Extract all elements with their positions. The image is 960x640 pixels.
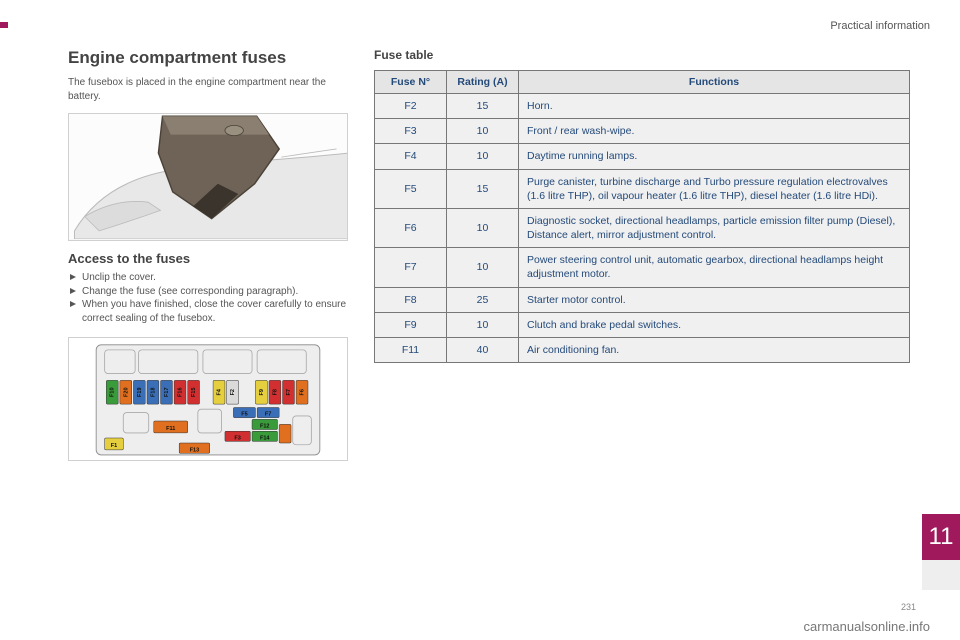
fuse-label: F4 [216, 388, 222, 395]
cell-rating: 10 [447, 312, 519, 337]
cell-function: Daytime running lamps. [519, 144, 910, 169]
table-header-row: Fuse N° Rating (A) Functions [375, 71, 910, 94]
cell-rating: 10 [447, 144, 519, 169]
cell-function: Clutch and brake pedal switches. [519, 312, 910, 337]
table-row: F215Horn. [375, 94, 910, 119]
step-item: When you have finished, close the cover … [68, 298, 348, 325]
fuse-label: F7 [286, 389, 292, 395]
fuse-table: Fuse N° Rating (A) Functions F215Horn.F3… [374, 70, 910, 363]
table-row: F1140Air conditioning fan. [375, 337, 910, 362]
chapter-tab-shadow [922, 560, 960, 590]
cell-function: Air conditioning fan. [519, 337, 910, 362]
fuse-label: F5 [241, 412, 247, 418]
table-row: F515Purge canister, turbine discharge an… [375, 169, 910, 208]
cell-fuse-no: F4 [375, 144, 447, 169]
page-title: Engine compartment fuses [68, 48, 348, 68]
cell-fuse-no: F3 [375, 119, 447, 144]
cell-function: Starter motor control. [519, 287, 910, 312]
table-row: F310Front / rear wash-wipe. [375, 119, 910, 144]
cell-rating: 10 [447, 208, 519, 247]
step-item: Change the fuse (see corresponding parag… [68, 285, 348, 299]
cell-rating: 15 [447, 94, 519, 119]
fuse-label: F19 [137, 387, 143, 396]
fuse-label: F2 [230, 389, 236, 395]
fuse-label: F9 [259, 389, 265, 395]
fuse-label: F14 [260, 435, 270, 441]
cell-function: Power steering control unit, automatic g… [519, 248, 910, 287]
cell-rating: 40 [447, 337, 519, 362]
cell-function: Diagnostic socket, directional headlamps… [519, 208, 910, 247]
th-rating: Rating (A) [447, 71, 519, 94]
step-item: Unclip the cover. [68, 271, 348, 285]
fuse-label: F12 [260, 424, 269, 430]
fuse-label: F8 [272, 389, 278, 395]
right-column: Fuse table Fuse N° Rating (A) Functions … [374, 48, 910, 620]
cell-fuse-no: F11 [375, 337, 447, 362]
fuse-label: F15 [191, 387, 197, 396]
fuse-label: F7 [265, 412, 271, 418]
cell-rating: 25 [447, 287, 519, 312]
table-row: F710Power steering control unit, automat… [375, 248, 910, 287]
table-row: F910Clutch and brake pedal switches. [375, 312, 910, 337]
cell-fuse-no: F6 [375, 208, 447, 247]
table-row: F825Starter motor control. [375, 287, 910, 312]
cell-rating: 10 [447, 248, 519, 287]
fuse-box [279, 424, 291, 443]
fuse-label: F18 [150, 387, 156, 396]
table-title: Fuse table [374, 48, 910, 62]
left-column: Engine compartment fuses The fusebox is … [68, 48, 348, 620]
intro-text: The fusebox is placed in the engine comp… [68, 76, 348, 103]
th-functions: Functions [519, 71, 910, 94]
page-number: 231 [901, 602, 916, 612]
fuse-label: F3 [234, 435, 240, 441]
cell-rating: 15 [447, 169, 519, 208]
fuse-label: F11 [166, 426, 175, 432]
fuse-label: F13 [190, 447, 199, 453]
fuse-label: F6 [299, 389, 305, 395]
engine-compartment-image [68, 113, 348, 241]
fuse-label: F10 [110, 387, 116, 396]
fuse-layout-svg: F10 F20 F19 F18 F17 F16 F15 F4 F2 F9 F8 F7 F6 F5 F7 F12… [69, 338, 347, 460]
access-heading: Access to the fuses [68, 251, 348, 266]
accent-bar [0, 22, 8, 28]
steps-list: Unclip the cover. Change the fuse (see c… [68, 271, 348, 325]
cell-rating: 10 [447, 119, 519, 144]
fuse-label: F17 [164, 387, 170, 396]
cell-function: Horn. [519, 94, 910, 119]
header-section-label: Practical information [830, 20, 930, 32]
table-row: F610Diagnostic socket, directional headl… [375, 208, 910, 247]
cell-function: Purge canister, turbine discharge and Tu… [519, 169, 910, 208]
footer-watermark: carmanualsonline.info [804, 619, 930, 634]
cell-fuse-no: F5 [375, 169, 447, 208]
cell-fuse-no: F7 [375, 248, 447, 287]
cell-function: Front / rear wash-wipe. [519, 119, 910, 144]
chapter-tab: 11 [922, 514, 960, 560]
cell-fuse-no: F8 [375, 287, 447, 312]
fuse-label: F1 [111, 443, 117, 449]
engine-illustration [68, 113, 348, 239]
manual-page: Practical information Engine compartment… [0, 0, 960, 640]
table-row: F410Daytime running lamps. [375, 144, 910, 169]
th-fuse-no: Fuse N° [375, 71, 447, 94]
fuse-layout-diagram: F10 F20 F19 F18 F17 F16 F15 F4 F2 F9 F8 F7 F6 F5 F7 F12… [68, 337, 348, 461]
fuse-label: F16 [177, 387, 183, 396]
main-content: Engine compartment fuses The fusebox is … [68, 48, 910, 620]
cell-fuse-no: F2 [375, 94, 447, 119]
fuse-label: F20 [123, 387, 129, 396]
cell-fuse-no: F9 [375, 312, 447, 337]
